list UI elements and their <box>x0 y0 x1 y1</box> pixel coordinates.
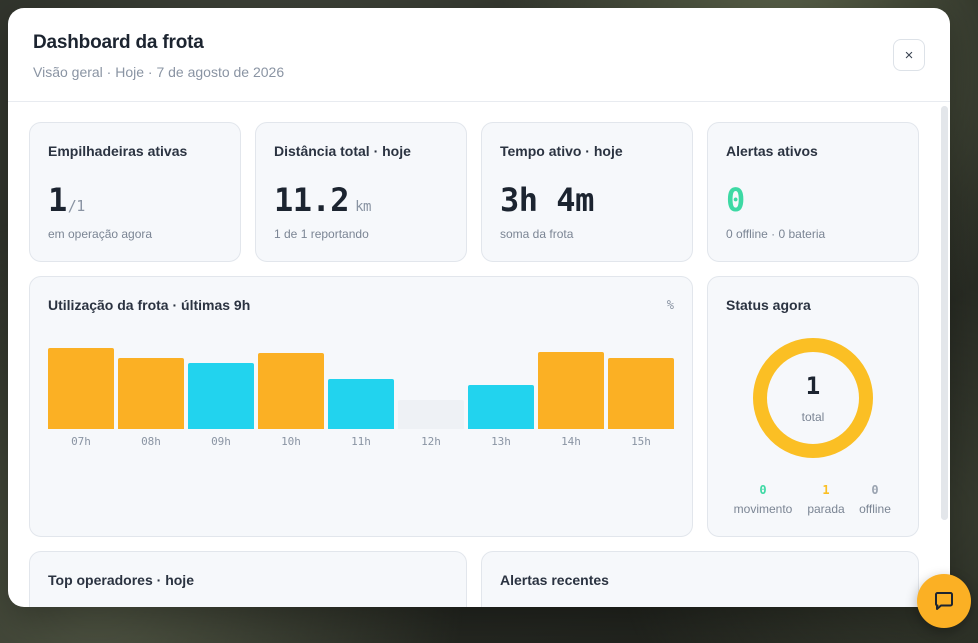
stat-subtitle: 1 de 1 reportando <box>274 227 369 241</box>
stat-value: 0 <box>726 181 745 219</box>
bar-15h <box>608 358 674 429</box>
legend-label: movimento <box>733 502 793 516</box>
stat-number: 3h 4m <box>500 181 594 219</box>
page-subtitle: Visão geral · Hoje · 7 de agosto de 2026 <box>33 64 285 80</box>
fleet-dashboard-modal: Dashboard da frota Visão geral · Hoje · … <box>8 8 950 607</box>
top-operators-card: Top operadores · hoje <box>29 551 467 607</box>
x-tick-label: 13h <box>491 435 511 448</box>
stat-subtitle: em operação agora <box>48 227 153 241</box>
legend-movimento: 0 movimento <box>728 483 798 516</box>
stat-value: 11.2 km <box>274 181 371 219</box>
modal-header: Dashboard da frota Visão geral · Hoje · … <box>8 8 950 102</box>
stat-subtitle: soma da frota <box>500 227 574 241</box>
chart-unit: % <box>666 298 674 312</box>
scrollbar-thumb[interactable] <box>941 106 948 520</box>
legend-value: 1 <box>822 483 830 497</box>
utilization-chart-card: Utilização da frota · últimas 9h % 07h 08… <box>29 276 693 537</box>
status-total-value: 1 <box>805 372 821 400</box>
close-button[interactable]: × <box>893 39 925 71</box>
stat-card-total-distance: Distância total · hoje 11.2 km 1 de 1 rep… <box>255 122 467 262</box>
top-operators-title: Top operadores · hoje <box>48 572 194 588</box>
modal-body: Empilhadeiras ativas 1/1 em operação ago… <box>8 102 950 607</box>
stat-title: Tempo ativo · hoje <box>500 143 623 159</box>
stat-card-active-alerts: Alertas ativos 0 0 offline · 0 bateria <box>707 122 919 262</box>
x-tick-label: 12h <box>421 435 441 448</box>
bar-14h <box>538 352 604 429</box>
legend-label: parada <box>807 502 845 516</box>
x-tick-label: 09h <box>211 435 231 448</box>
bar-11h <box>328 379 394 429</box>
donut-ring <box>753 338 873 458</box>
stat-number: 1 <box>48 181 67 219</box>
legend-value: 0 <box>759 483 767 497</box>
x-tick-label: 08h <box>141 435 161 448</box>
stat-card-active-time: Tempo ativo · hoje 3h 4m soma da frota <box>481 122 693 262</box>
chat-button[interactable] <box>917 574 971 628</box>
bar-08h <box>118 358 184 429</box>
stat-card-active-forklifts: Empilhadeiras ativas 1/1 em operação ago… <box>29 122 241 262</box>
legend-parada: 1 parada <box>791 483 861 516</box>
page-title: Dashboard da frota <box>33 32 204 53</box>
legend-offline: 0 offline <box>840 483 910 516</box>
bar-07h <box>48 348 114 429</box>
bar-10h <box>258 353 324 429</box>
stat-value: 3h 4m <box>500 181 594 219</box>
stat-suffix: /1 <box>67 197 86 215</box>
stat-value: 1/1 <box>48 181 85 219</box>
recent-alerts-card: Alertas recentes <box>481 551 919 607</box>
stat-number: 0 <box>726 181 745 219</box>
x-tick-label: 14h <box>561 435 581 448</box>
x-tick-label: 11h <box>351 435 371 448</box>
x-tick-label: 07h <box>71 435 91 448</box>
status-title: Status agora <box>726 297 811 313</box>
donut-center: 1 total <box>752 337 874 459</box>
stat-subtitle: 0 offline · 0 bateria <box>726 227 826 241</box>
utilization-bars <box>48 339 674 429</box>
scrollbar[interactable] <box>941 106 948 520</box>
status-donut-chart <box>753 338 873 458</box>
recent-alerts-title: Alertas recentes <box>500 572 609 588</box>
x-tick-label: 10h <box>281 435 301 448</box>
legend-value: 0 <box>871 483 879 497</box>
status-card: Status agora 1 total 0 movimento 1 parad… <box>707 276 919 537</box>
x-tick-label: 15h <box>631 435 651 448</box>
stat-title: Distância total · hoje <box>274 143 411 159</box>
status-total-label: total <box>801 410 825 424</box>
bar-13h <box>468 385 534 429</box>
chat-bubble-icon <box>935 592 953 610</box>
stat-title: Empilhadeiras ativas <box>48 143 188 159</box>
chart-title: Utilização da frota · últimas 9h <box>48 297 251 313</box>
bar-09h <box>188 363 254 429</box>
stat-unit: km <box>355 199 371 215</box>
close-icon: × <box>904 46 914 64</box>
stat-number: 11.2 <box>274 181 350 219</box>
stat-title: Alertas ativos <box>726 143 818 159</box>
bar-12h <box>398 400 464 429</box>
legend-label: offline <box>859 502 891 516</box>
